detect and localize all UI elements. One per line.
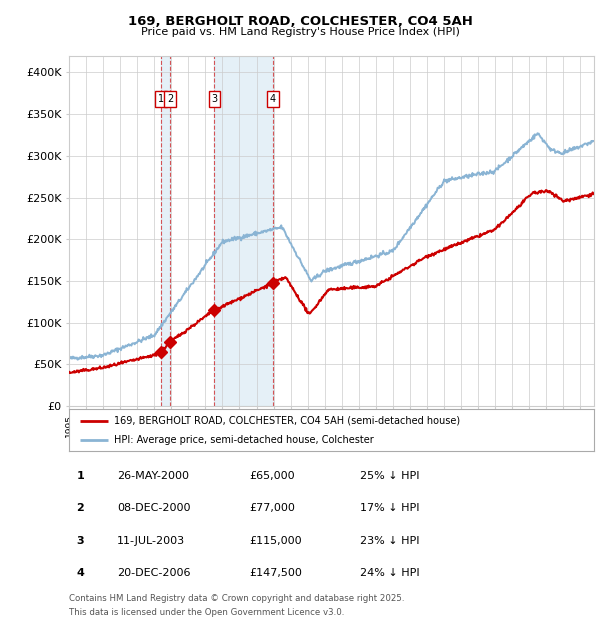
Text: Contains HM Land Registry data © Crown copyright and database right 2025.: Contains HM Land Registry data © Crown c… <box>69 594 404 603</box>
Text: Price paid vs. HM Land Registry's House Price Index (HPI): Price paid vs. HM Land Registry's House … <box>140 27 460 37</box>
Text: 11-JUL-2003: 11-JUL-2003 <box>117 536 185 546</box>
Text: 25% ↓ HPI: 25% ↓ HPI <box>360 471 419 481</box>
Text: 2: 2 <box>167 94 173 104</box>
Text: 23% ↓ HPI: 23% ↓ HPI <box>360 536 419 546</box>
Text: 20-DEC-2006: 20-DEC-2006 <box>117 568 191 578</box>
Text: 17% ↓ HPI: 17% ↓ HPI <box>360 503 419 513</box>
Text: This data is licensed under the Open Government Licence v3.0.: This data is licensed under the Open Gov… <box>69 608 344 617</box>
Text: 1: 1 <box>77 471 84 481</box>
Text: 3: 3 <box>77 536 84 546</box>
Text: 26-MAY-2000: 26-MAY-2000 <box>117 471 189 481</box>
Text: 3: 3 <box>211 94 217 104</box>
Text: 4: 4 <box>270 94 276 104</box>
Text: 4: 4 <box>76 568 85 578</box>
Text: 2: 2 <box>77 503 84 513</box>
Text: 1: 1 <box>158 94 164 104</box>
Text: 169, BERGHOLT ROAD, COLCHESTER, CO4 5AH (semi-detached house): 169, BERGHOLT ROAD, COLCHESTER, CO4 5AH … <box>113 415 460 425</box>
Text: £147,500: £147,500 <box>249 568 302 578</box>
Text: 169, BERGHOLT ROAD, COLCHESTER, CO4 5AH: 169, BERGHOLT ROAD, COLCHESTER, CO4 5AH <box>128 15 472 28</box>
Bar <box>161 56 170 406</box>
Text: 08-DEC-2000: 08-DEC-2000 <box>117 503 191 513</box>
Text: £65,000: £65,000 <box>249 471 295 481</box>
Bar <box>214 56 273 406</box>
Text: HPI: Average price, semi-detached house, Colchester: HPI: Average price, semi-detached house,… <box>113 435 373 445</box>
Text: £115,000: £115,000 <box>249 536 302 546</box>
Text: 24% ↓ HPI: 24% ↓ HPI <box>360 568 419 578</box>
Text: £77,000: £77,000 <box>249 503 295 513</box>
